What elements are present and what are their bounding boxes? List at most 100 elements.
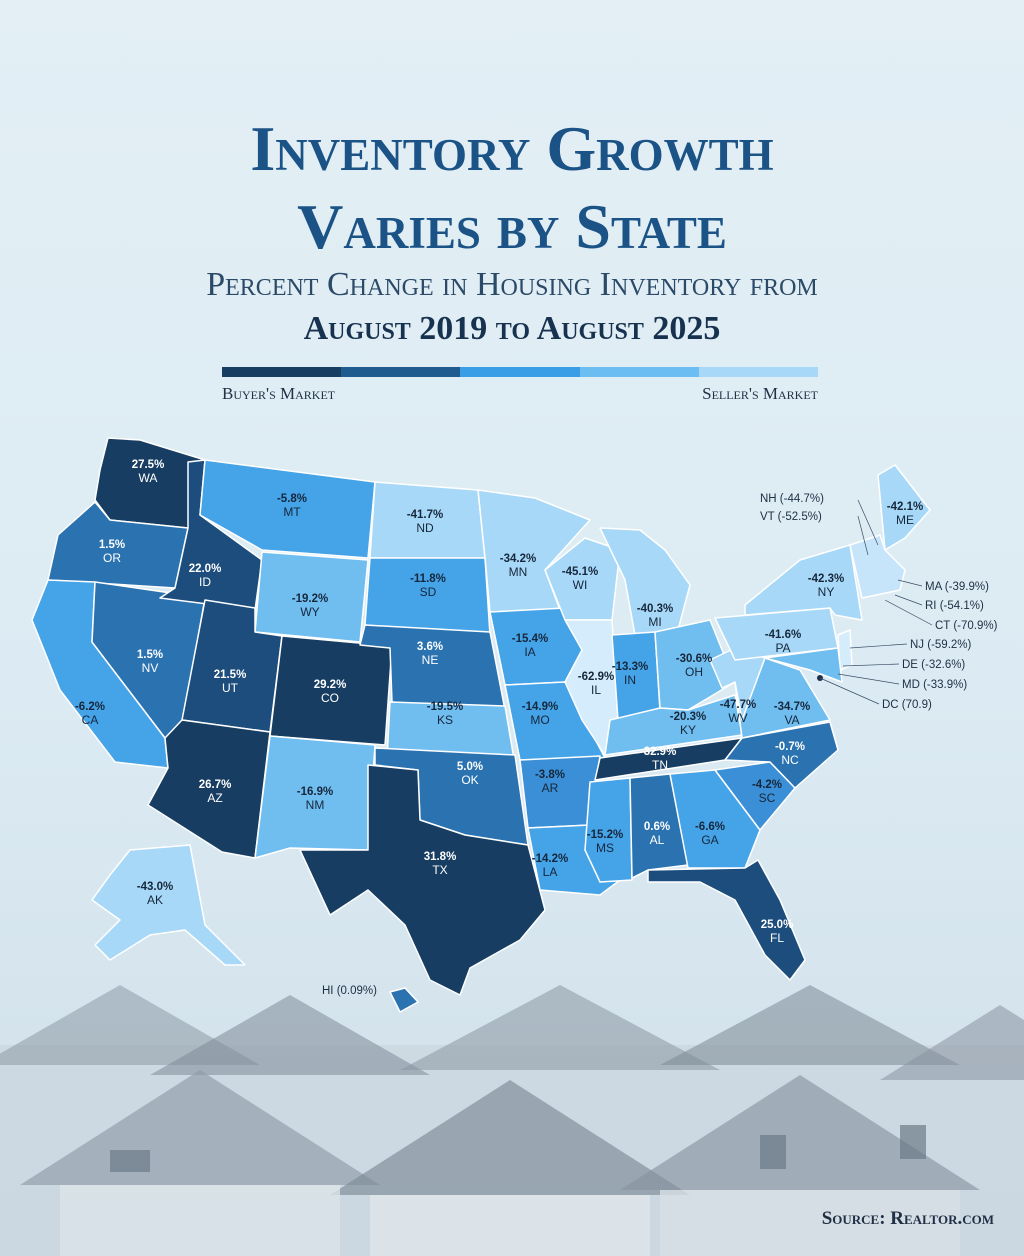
state-abbr-KY: KY [680, 723, 696, 737]
state-value-FL: 25.0% [761, 919, 794, 931]
state-value-IL: -62.9% [578, 671, 614, 683]
callout-leader-line [842, 663, 900, 667]
state-abbr-LA: LA [543, 865, 558, 879]
state-FL [647, 859, 806, 981]
state-abbr-NE: NE [422, 653, 439, 667]
state-callout: VT (-52.5%) [760, 511, 822, 523]
state-abbr-WY: WY [300, 605, 319, 619]
state-CO [269, 635, 393, 746]
state-value-AR: -3.8% [535, 769, 565, 781]
legend-sellers-market-label: Seller's Market [702, 384, 818, 403]
state-callout: DC (70.9) [882, 699, 932, 711]
state-value-ND: -41.7% [407, 509, 443, 521]
state-value-LA: -14.2% [532, 853, 568, 865]
state-abbr-AZ: AZ [207, 791, 222, 805]
state-value-CA: -6.2% [75, 701, 105, 713]
state-abbr-ID: ID [199, 575, 211, 589]
state-MI [599, 527, 691, 636]
state-value-CO: 29.2% [314, 679, 347, 691]
state-abbr-FL: FL [770, 931, 784, 945]
state-value-OR: 1.5% [99, 539, 125, 551]
state-value-MO: -14.9% [522, 701, 558, 713]
state-AL [629, 773, 689, 879]
state-callout: NJ (-59.2%) [910, 639, 972, 651]
state-ME [877, 464, 931, 551]
subtitle-line-2: August 2019 to August 2025 [303, 310, 721, 347]
us-choropleth-map: 27.5%WA1.5%OR-6.2%CA1.5%NV22.0%ID-5.8%MT… [31, 437, 998, 1013]
state-callout: NH (-44.7%) [760, 493, 824, 505]
state-abbr-PA: PA [775, 641, 790, 655]
title-line-2: Varies by State [297, 191, 727, 262]
state-abbr-NY: NY [818, 585, 835, 599]
legend-swatch [460, 367, 580, 377]
callout-leader-line [897, 579, 923, 587]
state-OH [654, 619, 736, 711]
state-callout: MA (-39.9%) [925, 581, 989, 593]
state-abbr-WA: WA [139, 471, 158, 485]
state-abbr-WV: WV [728, 711, 747, 725]
state-value-NC: -0.7% [775, 741, 805, 753]
legend-swatch [341, 367, 461, 377]
state-abbr-ME: ME [896, 513, 914, 527]
state-MT [199, 459, 376, 559]
legend-swatch [222, 367, 342, 377]
state-value-ID: 22.0% [189, 563, 222, 575]
state-NM [254, 735, 376, 859]
state-abbr-VA: VA [784, 713, 799, 727]
state-TX [299, 764, 546, 996]
state-abbr-MO: MO [530, 713, 549, 727]
state-abbr-CA: CA [82, 713, 99, 727]
state-abbr-MT: MT [283, 505, 301, 519]
state-value-KS: -19.5% [427, 701, 463, 713]
state-callout: MD (-33.9%) [902, 679, 967, 691]
state-value-TX: 31.8% [424, 851, 457, 863]
state-abbr-NC: NC [781, 753, 799, 767]
state-MD-DE-shape [764, 647, 843, 683]
houses-background-image [0, 985, 1024, 1256]
state-value-NV: 1.5% [137, 649, 163, 661]
state-value-MI: -40.3% [637, 603, 673, 615]
legend-color-bar [222, 367, 819, 377]
state-value-ME: -42.1% [887, 501, 923, 513]
state-value-TN: 32.9% [644, 746, 677, 758]
state-abbr-IL: IL [591, 683, 601, 697]
callout-leader-line [837, 673, 900, 685]
state-abbr-ND: ND [416, 521, 434, 535]
state-abbr-MI: MI [648, 615, 661, 629]
state-abbr-IA: IA [524, 645, 535, 659]
state-abbr-AL: AL [650, 833, 665, 847]
state-value-WA: 27.5% [132, 459, 165, 471]
state-value-MN: -34.2% [500, 553, 536, 565]
title-line-1: Inventory Growth [250, 113, 774, 184]
state-abbr-MS: MS [596, 841, 614, 855]
state-KY [604, 694, 743, 756]
state-callout: HI (0.09%) [322, 985, 377, 997]
state-WI [544, 537, 621, 621]
legend-swatch [698, 367, 819, 377]
state-value-NE: 3.6% [417, 641, 443, 653]
state-abbr-SD: SD [420, 585, 437, 599]
state-abbr-OH: OH [685, 665, 703, 679]
state-abbr-IN: IN [624, 673, 636, 687]
state-value-WV: -47.7% [720, 699, 756, 711]
state-abbr-SC: SC [759, 791, 776, 805]
legend-buyers-market-label: Buyer's Market [222, 384, 336, 403]
state-abbr-AK: AK [147, 893, 163, 907]
state-value-NY: -42.3% [808, 573, 844, 585]
state-abbr-OK: OK [461, 773, 478, 787]
callout-leader-line [857, 515, 869, 556]
state-value-KY: -20.3% [670, 711, 706, 723]
state-IN [611, 631, 661, 721]
state-abbr-KS: KS [437, 713, 453, 727]
state-abbr-TX: TX [432, 863, 447, 877]
subtitle-line-1: Percent Change in Housing Inventory from [206, 266, 818, 303]
state-abbr-AR: AR [542, 781, 559, 795]
state-HI [389, 987, 419, 1013]
state-value-SD: -11.8% [410, 573, 446, 585]
source-citation: Source: Realtor.com [821, 1208, 994, 1229]
callout-leader-line [894, 594, 923, 606]
state-callout: DE (-32.6%) [902, 659, 965, 671]
state-value-MS: -15.2% [587, 829, 623, 841]
state-abbr-GA: GA [701, 833, 718, 847]
state-value-OH: -30.6% [676, 653, 712, 665]
